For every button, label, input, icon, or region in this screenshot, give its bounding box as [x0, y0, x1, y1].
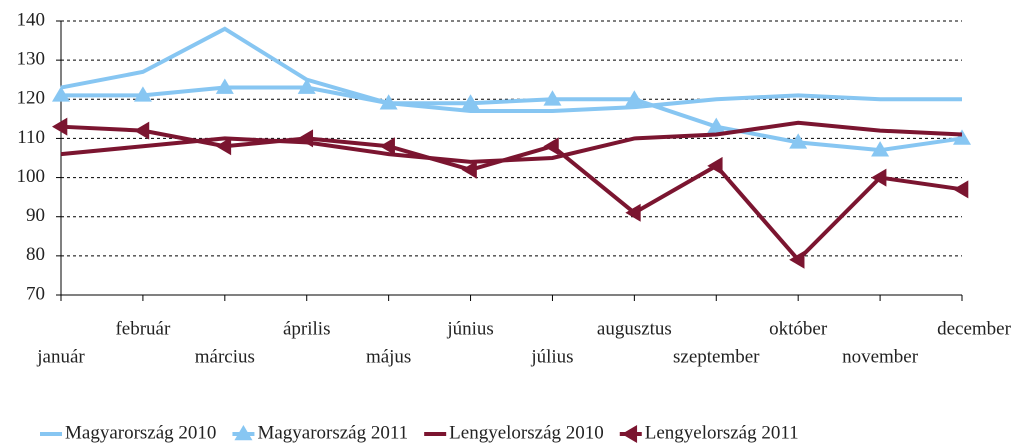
legend-marker — [234, 425, 253, 441]
y-tick-label: 90 — [26, 205, 45, 226]
point-marker — [461, 160, 477, 179]
x-tick-label: július — [530, 346, 573, 367]
point-marker — [625, 203, 641, 222]
point-marker — [871, 168, 887, 187]
x-tick-label: június — [446, 318, 493, 339]
y-tick-label: 70 — [26, 283, 45, 304]
x-tick-label: március — [195, 346, 255, 367]
y-tick-label: 120 — [17, 88, 46, 109]
legend-label: Magyarország 2010 — [65, 422, 216, 443]
x-tick-label: február — [115, 318, 171, 339]
point-marker — [133, 86, 152, 102]
x-tick-label: november — [842, 346, 919, 367]
x-tick-label: május — [366, 346, 411, 367]
x-tick-label: január — [36, 346, 85, 367]
point-marker — [543, 137, 559, 156]
point-marker — [379, 137, 395, 156]
series-line — [61, 85, 963, 153]
y-tick-label: 80 — [26, 244, 45, 265]
point-marker — [133, 121, 150, 140]
point-marker — [297, 129, 314, 148]
legend-label: Lengyelország 2010 — [449, 422, 604, 443]
point-marker — [297, 78, 316, 94]
point-marker — [707, 156, 723, 175]
point-marker — [707, 117, 726, 133]
point-marker — [215, 78, 234, 94]
point-marker — [543, 90, 562, 106]
point-marker — [379, 94, 398, 110]
x-tick-label: december — [937, 318, 1012, 339]
point-marker — [52, 117, 68, 136]
series-line — [60, 26, 962, 114]
x-tick-label: október — [769, 318, 828, 339]
point-marker — [461, 94, 480, 110]
point-marker — [789, 133, 808, 149]
y-tick-label: 100 — [17, 166, 46, 187]
point-marker — [953, 180, 969, 199]
legend-marker — [621, 425, 638, 443]
point-marker — [215, 137, 232, 156]
point-marker — [953, 129, 971, 145]
y-tick-label: 130 — [17, 49, 46, 70]
x-tick-label: április — [283, 318, 331, 339]
x-tick-label: szeptember — [673, 346, 760, 367]
point-marker — [789, 250, 805, 269]
series-line — [60, 124, 963, 263]
x-tick-label: augusztus — [597, 318, 672, 339]
point-marker — [625, 90, 644, 106]
y-tick-label: 110 — [17, 127, 45, 148]
point-marker — [871, 141, 890, 157]
legend-label: Lengyelország 2011 — [645, 422, 799, 443]
y-tick-label: 140 — [17, 9, 46, 30]
legend-label: Magyarország 2011 — [257, 422, 408, 443]
point-marker — [52, 86, 70, 102]
